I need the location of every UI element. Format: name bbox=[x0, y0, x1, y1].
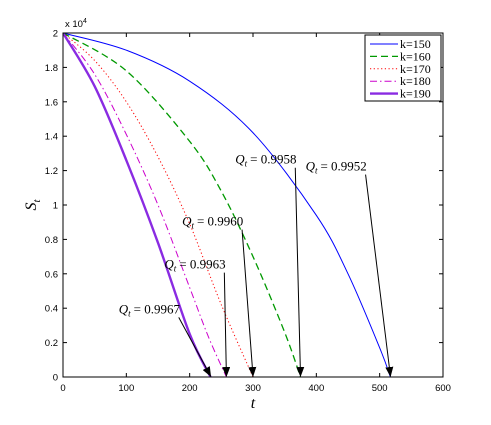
legend-label-k=190: k=190 bbox=[400, 87, 431, 101]
y-tick-label: 0.8 bbox=[45, 235, 58, 246]
axes: 0 100 200 300 400 500 600 0 0.2 0.4 0.6 0.8 1 1.2 1.4 1… bbox=[23, 18, 451, 412]
x-axis-label: t bbox=[251, 395, 256, 412]
series-line-k=180 bbox=[63, 33, 227, 377]
series-line-k=190 bbox=[63, 33, 212, 377]
annotations: Qt = 0.9952 Qt = 0.9958 Qt = 0.9960 Qt = 0.9963… bbox=[119, 152, 394, 377]
legend-label-k=150: k=150 bbox=[400, 37, 431, 51]
y-tick-label: 2 bbox=[53, 29, 58, 40]
y-tick-label: 0 bbox=[53, 373, 58, 384]
y-tick-label: 1.6 bbox=[45, 97, 58, 108]
x-tick-label: 200 bbox=[182, 383, 198, 394]
legend-label-k=180: k=180 bbox=[400, 74, 431, 88]
legend-label-k=160: k=160 bbox=[400, 49, 431, 63]
x-tick-label: 500 bbox=[372, 383, 388, 394]
annotation-arrow bbox=[241, 229, 257, 377]
annotation-arrow bbox=[294, 167, 305, 377]
legend-box bbox=[364, 34, 442, 102]
y-tick-label: 0.6 bbox=[45, 269, 58, 280]
x-tick-label: 0 bbox=[60, 383, 65, 394]
y-axis-multiplier: x 104 bbox=[65, 18, 87, 30]
annotation-arrow bbox=[178, 317, 212, 377]
series-line-k=170 bbox=[63, 33, 254, 377]
legend-label-k=170: k=170 bbox=[400, 62, 431, 76]
y-tick-label: 1 bbox=[53, 201, 58, 212]
annotation-arrow bbox=[365, 174, 394, 377]
x-tick-label: 600 bbox=[435, 383, 451, 394]
y-axis-label: St bbox=[23, 199, 43, 211]
x-tick-label: 300 bbox=[245, 383, 261, 394]
annotation-label: Qt = 0.9958 bbox=[235, 152, 296, 169]
annotation-arrow bbox=[222, 272, 231, 377]
y-tick-label: 0.4 bbox=[45, 304, 58, 315]
annotation-label: Qt = 0.9967 bbox=[119, 301, 181, 318]
y-tick-label: 0.2 bbox=[45, 338, 58, 349]
annotation-label: Qt = 0.9952 bbox=[306, 159, 367, 176]
annotation-label: Qt = 0.9960 bbox=[182, 214, 243, 231]
y-tick-label: 1.2 bbox=[45, 166, 58, 177]
x-tick-label: 400 bbox=[308, 383, 324, 394]
y-tick-label: 1.8 bbox=[45, 63, 58, 74]
x-tick-label: 100 bbox=[118, 383, 134, 394]
annotation-label: Qt = 0.9963 bbox=[164, 257, 225, 274]
series-line-k=150 bbox=[63, 33, 391, 377]
y-tick-label: 1.4 bbox=[45, 132, 58, 143]
